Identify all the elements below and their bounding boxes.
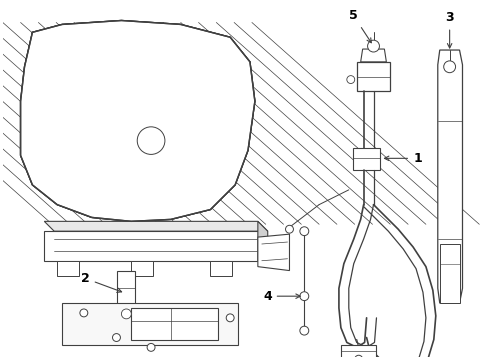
Circle shape (112, 334, 120, 342)
Polygon shape (340, 345, 376, 359)
Circle shape (443, 61, 455, 73)
Text: 4: 4 (263, 290, 300, 303)
Polygon shape (257, 221, 267, 261)
Circle shape (346, 76, 354, 84)
Polygon shape (131, 261, 153, 276)
Text: 5: 5 (348, 9, 370, 43)
Text: 2: 2 (81, 272, 122, 292)
Circle shape (367, 40, 379, 52)
Polygon shape (117, 271, 135, 318)
Circle shape (226, 314, 234, 322)
Circle shape (354, 355, 362, 360)
Circle shape (299, 227, 308, 236)
PathPatch shape (20, 21, 254, 221)
Circle shape (147, 343, 155, 351)
Polygon shape (57, 261, 79, 276)
Circle shape (80, 309, 88, 317)
Polygon shape (257, 234, 289, 271)
Polygon shape (62, 303, 238, 345)
FancyBboxPatch shape (440, 128, 458, 222)
Circle shape (121, 309, 131, 319)
Polygon shape (44, 221, 267, 231)
Polygon shape (131, 308, 218, 339)
Circle shape (299, 326, 308, 335)
Circle shape (299, 292, 308, 301)
FancyBboxPatch shape (135, 323, 164, 334)
Polygon shape (210, 261, 232, 276)
Polygon shape (352, 148, 380, 170)
Polygon shape (356, 62, 389, 91)
Polygon shape (20, 21, 254, 221)
Text: 3: 3 (445, 12, 453, 48)
Polygon shape (437, 50, 462, 303)
Polygon shape (360, 49, 386, 62)
Circle shape (285, 225, 293, 233)
Circle shape (137, 127, 164, 154)
Polygon shape (44, 231, 257, 261)
Text: 1: 1 (384, 152, 421, 165)
Polygon shape (439, 244, 459, 303)
